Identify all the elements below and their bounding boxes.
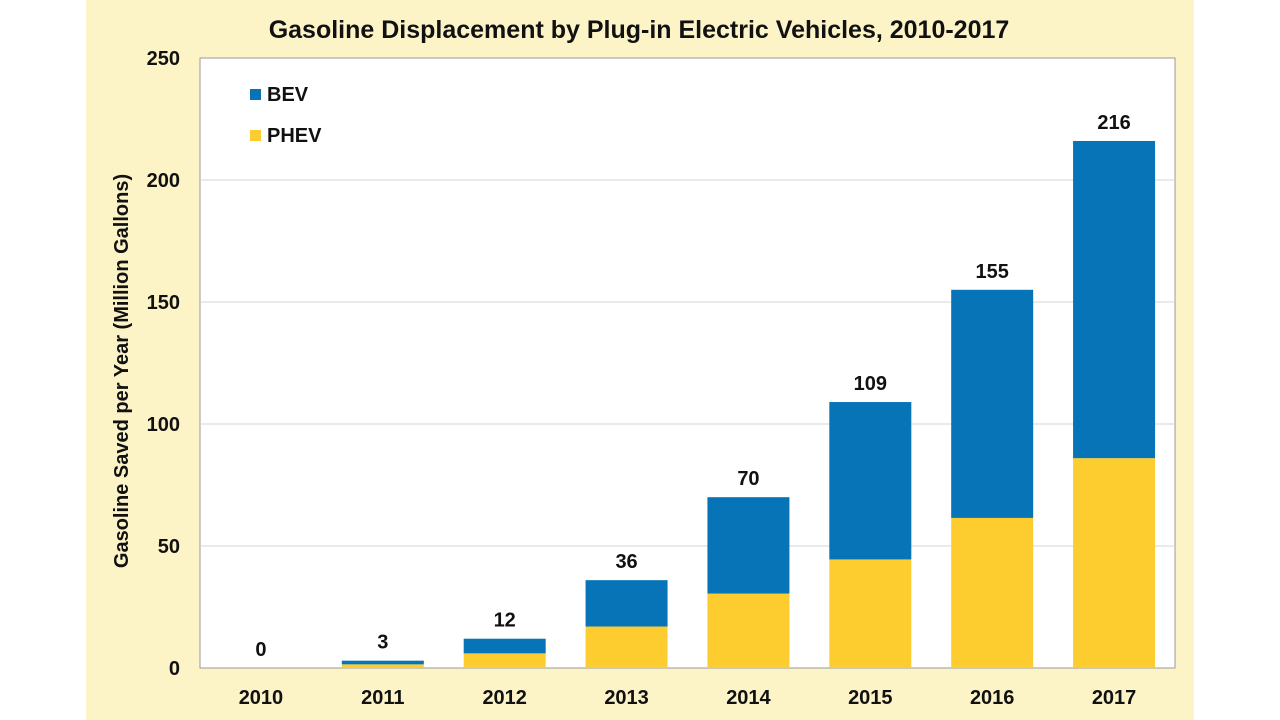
legend-label-phev: PHEV xyxy=(267,125,322,147)
bar-bev-2016 xyxy=(951,289,1034,518)
data-label-2016: 155 xyxy=(976,261,1009,283)
bar-phev-2012 xyxy=(463,653,546,668)
data-labels: 0 3 12 36 70 109 155 216 xyxy=(255,112,1130,661)
x-tick-label: 2012 xyxy=(482,687,527,709)
y-tick-label: 0 xyxy=(169,658,180,680)
y-axis-label: Gasoline Saved per Year (Million Gallons… xyxy=(111,174,133,568)
y-tick-label: 250 xyxy=(147,48,180,70)
data-label-2013: 36 xyxy=(615,551,637,573)
data-label-2017: 216 xyxy=(1097,112,1130,134)
data-label-2012: 12 xyxy=(494,610,516,632)
x-tick-label: 2013 xyxy=(604,687,649,709)
legend-swatch-bev xyxy=(250,89,261,100)
bar-phev-2011 xyxy=(341,664,424,668)
x-tick-label: 2016 xyxy=(970,687,1015,709)
data-label-2015: 109 xyxy=(854,373,887,395)
bar-bev-2017 xyxy=(1073,140,1156,459)
bar-bev-2011 xyxy=(341,660,424,665)
bar-phev-2013 xyxy=(585,626,668,668)
legend: BEV PHEV xyxy=(250,84,322,147)
y-tick-label: 150 xyxy=(147,292,180,314)
chart-frame: Gasoline Displacement by Plug-in Electri… xyxy=(86,0,1194,720)
bar-bev-2013 xyxy=(585,580,668,627)
x-tick-label: 2010 xyxy=(239,687,284,709)
y-tick-label: 200 xyxy=(147,170,180,192)
bars xyxy=(341,140,1156,668)
bar-bev-2012 xyxy=(463,638,546,654)
y-tick-label: 100 xyxy=(147,414,180,436)
bar-bev-2014 xyxy=(707,497,790,594)
data-label-2010: 0 xyxy=(255,639,266,661)
bar-bev-2015 xyxy=(829,402,912,560)
legend-label-bev: BEV xyxy=(267,84,309,106)
x-tick-label: 2014 xyxy=(726,687,771,709)
data-label-2011: 3 xyxy=(377,632,388,654)
data-label-2014: 70 xyxy=(737,468,759,490)
bar-phev-2015 xyxy=(829,559,912,668)
x-tick-label: 2017 xyxy=(1092,687,1137,709)
x-tick-label: 2015 xyxy=(848,687,893,709)
bar-phev-2016 xyxy=(951,517,1034,668)
x-tick-labels: 2010 2011 2012 2013 2014 2015 2016 2017 xyxy=(239,687,1137,709)
legend-swatch-phev xyxy=(250,130,261,141)
x-tick-label: 2011 xyxy=(361,687,404,709)
bar-phev-2017 xyxy=(1073,458,1156,668)
chart-svg: Gasoline Displacement by Plug-in Electri… xyxy=(111,16,1176,709)
bar-phev-2014 xyxy=(707,593,790,668)
y-tick-labels: 0 50 100 150 200 250 xyxy=(147,48,180,680)
chart-title: Gasoline Displacement by Plug-in Electri… xyxy=(269,16,1010,44)
y-tick-label: 50 xyxy=(158,536,180,558)
